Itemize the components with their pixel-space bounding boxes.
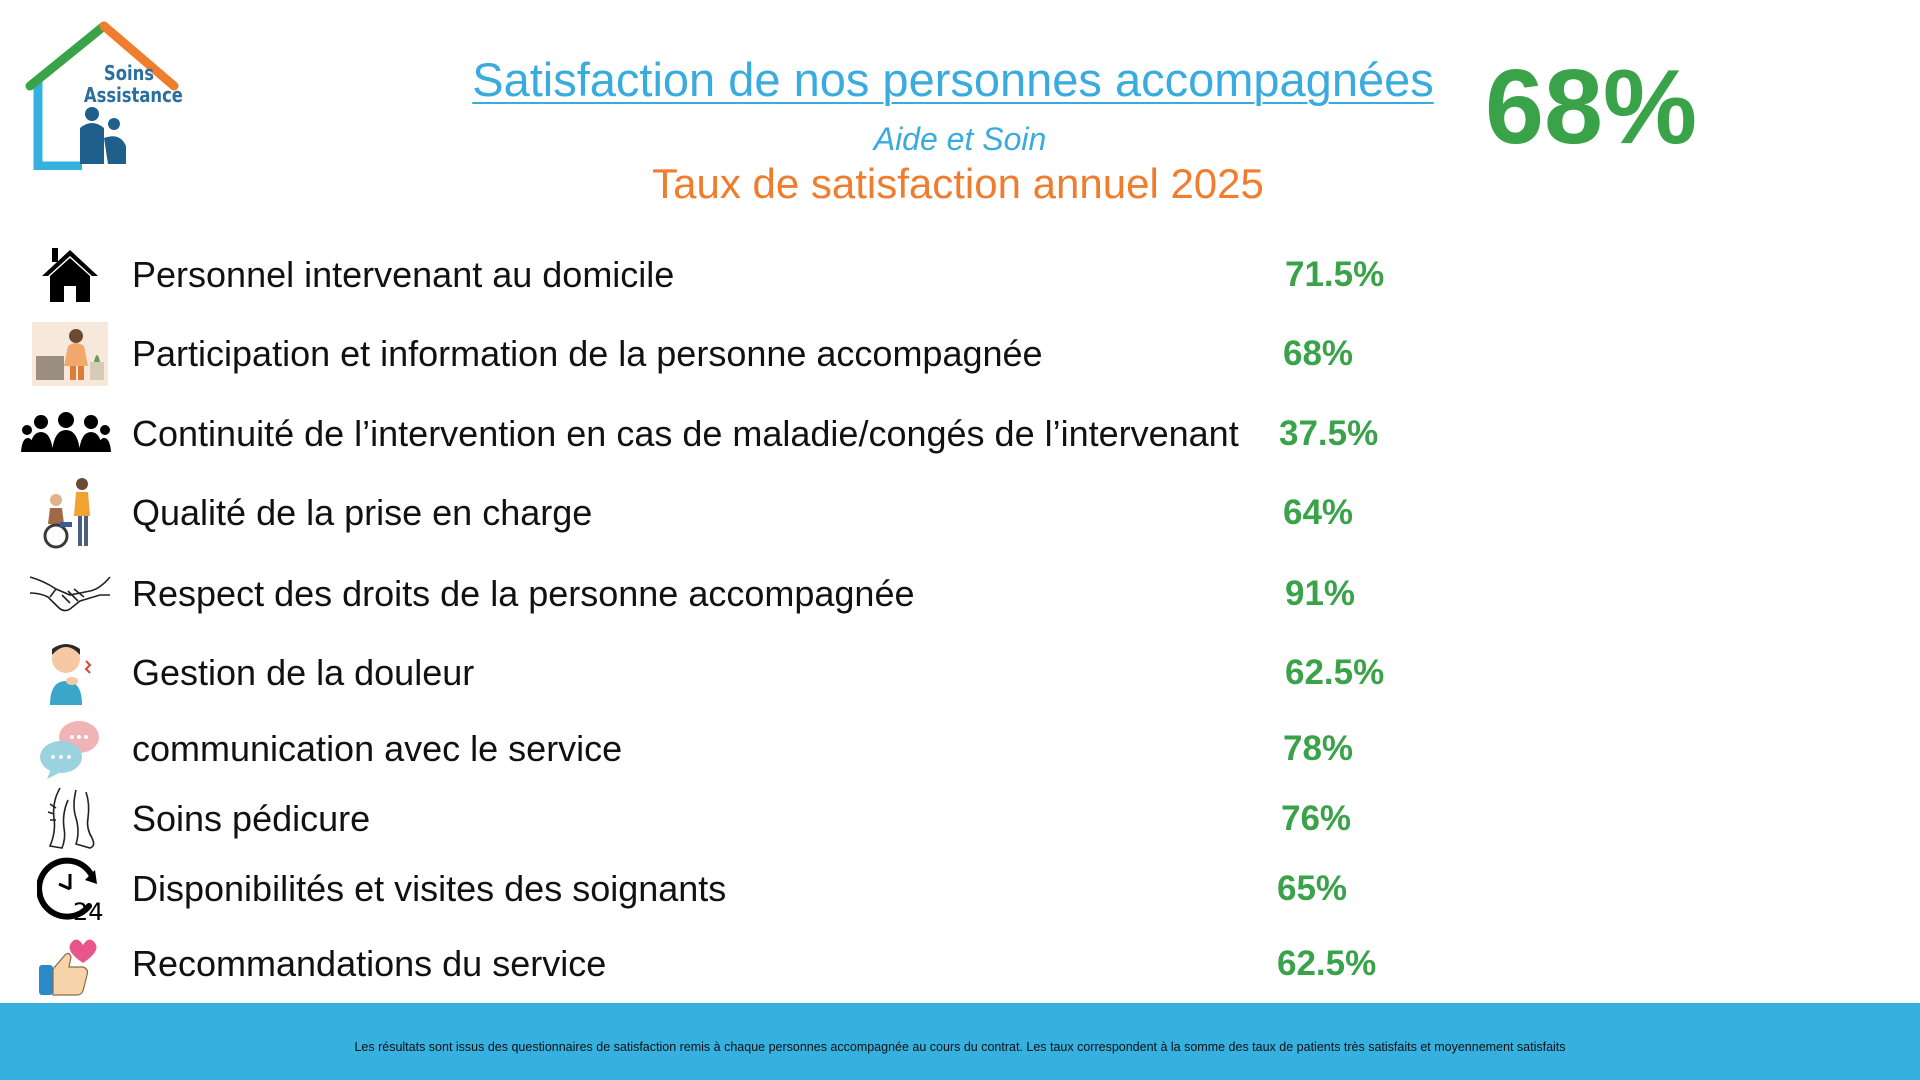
wheelchair-care-icon	[22, 478, 118, 549]
item-value: 78%	[1283, 729, 1354, 768]
list-item: Respect des droits de la personne accomp…	[0, 559, 1500, 629]
group-people-icon	[18, 399, 114, 469]
pain-person-icon	[22, 638, 118, 708]
list-item: Participation et information de la perso…	[0, 319, 1500, 389]
item-value: 62.5%	[1285, 653, 1385, 692]
feet-icon	[22, 784, 118, 854]
year-line: Taux de satisfaction annuel 2025	[652, 160, 1264, 207]
svg-text:24: 24	[73, 898, 103, 922]
item-label: Disponibilités et visites des soignants	[132, 868, 727, 909]
logo-text: Soins Assistance	[83, 61, 183, 107]
list-item: Recommandations du service 62.5%	[0, 929, 1500, 999]
chat-bubbles-icon	[22, 714, 118, 784]
item-label: Respect des droits de la personne accomp…	[132, 573, 915, 614]
list-item: Gestion de la douleur 62.5%	[0, 638, 1500, 708]
thumbs-up-heart-icon	[22, 929, 118, 999]
list-item: Personnel intervenant au domicile 71.5%	[0, 240, 1500, 310]
logo: Soins Assistance	[22, 20, 183, 171]
logo-text-line1: Soins	[103, 61, 155, 85]
item-label: Personnel intervenant au domicile	[132, 254, 675, 295]
logo-text-line2: Assistance	[83, 83, 183, 107]
footer-note: Les résultats sont issus des questionnai…	[354, 1040, 1566, 1054]
list-item: Qualité de la prise en charge 64%	[0, 478, 1500, 549]
clock-24-icon: 24	[22, 854, 118, 924]
footer-bar: Les résultats sont issus des questionnai…	[0, 1003, 1920, 1080]
item-value: 65%	[1277, 869, 1348, 908]
item-value: 37.5%	[1279, 414, 1379, 453]
item-label: Qualité de la prise en charge	[132, 492, 593, 533]
item-label: Continuité de l’intervention en cas de m…	[132, 413, 1239, 454]
item-value: 62.5%	[1277, 944, 1377, 983]
house-icon	[22, 240, 118, 310]
item-value: 64%	[1283, 493, 1354, 532]
meeting-illustration-icon	[22, 319, 118, 389]
item-value: 68%	[1283, 334, 1354, 373]
item-label: Participation et information de la perso…	[132, 333, 1043, 374]
list-item: Soins pédicure 76%	[0, 784, 1500, 854]
item-label: Gestion de la douleur	[132, 652, 475, 693]
overall-satisfaction: 68%	[1485, 48, 1698, 166]
list-item: communication avec le service 78%	[0, 714, 1500, 784]
item-label: Soins pédicure	[132, 798, 371, 839]
list-item: Continuité de l’intervention en cas de m…	[0, 399, 1500, 469]
logo-house-icon	[25, 21, 179, 171]
item-label: Recommandations du service	[132, 943, 607, 984]
item-label: communication avec le service	[132, 728, 623, 769]
list-item: 24 Disponibilités et visites des soignan…	[0, 854, 1500, 924]
item-value: 71.5%	[1285, 255, 1385, 294]
item-value: 91%	[1285, 574, 1356, 613]
page-subtitle: Aide et Soin	[873, 121, 1047, 157]
page-title: Satisfaction de nos personnes accompagné…	[472, 53, 1434, 106]
item-value: 76%	[1281, 799, 1352, 838]
handshake-icon	[22, 559, 118, 629]
